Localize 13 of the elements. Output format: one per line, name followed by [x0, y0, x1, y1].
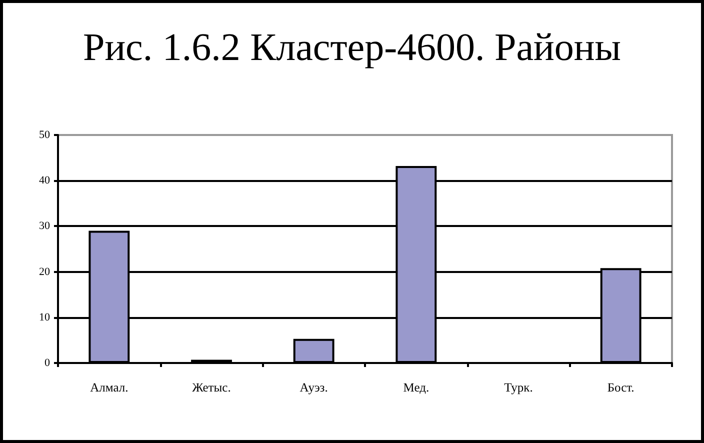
- y-tick-label: 20: [39, 266, 50, 278]
- x-tick-label: Ауэз.: [300, 380, 328, 394]
- x-tick-label: Турк.: [504, 380, 533, 394]
- y-tick-label: 10: [39, 311, 50, 324]
- x-tick-label: Мед.: [403, 380, 430, 394]
- y-tick-label: 0: [44, 357, 50, 369]
- y-tick-label: 40: [39, 174, 50, 187]
- chart-title: Рис. 1.6.2 Кластер-4600. Районы: [82, 26, 622, 69]
- x-tick-label: Жетыс.: [192, 380, 231, 394]
- x-tick-label: Бост.: [607, 380, 634, 394]
- x-tick-label: Алмал.: [90, 380, 128, 394]
- y-tick-label: 30: [39, 220, 50, 232]
- y-tick-label: 50: [39, 129, 50, 141]
